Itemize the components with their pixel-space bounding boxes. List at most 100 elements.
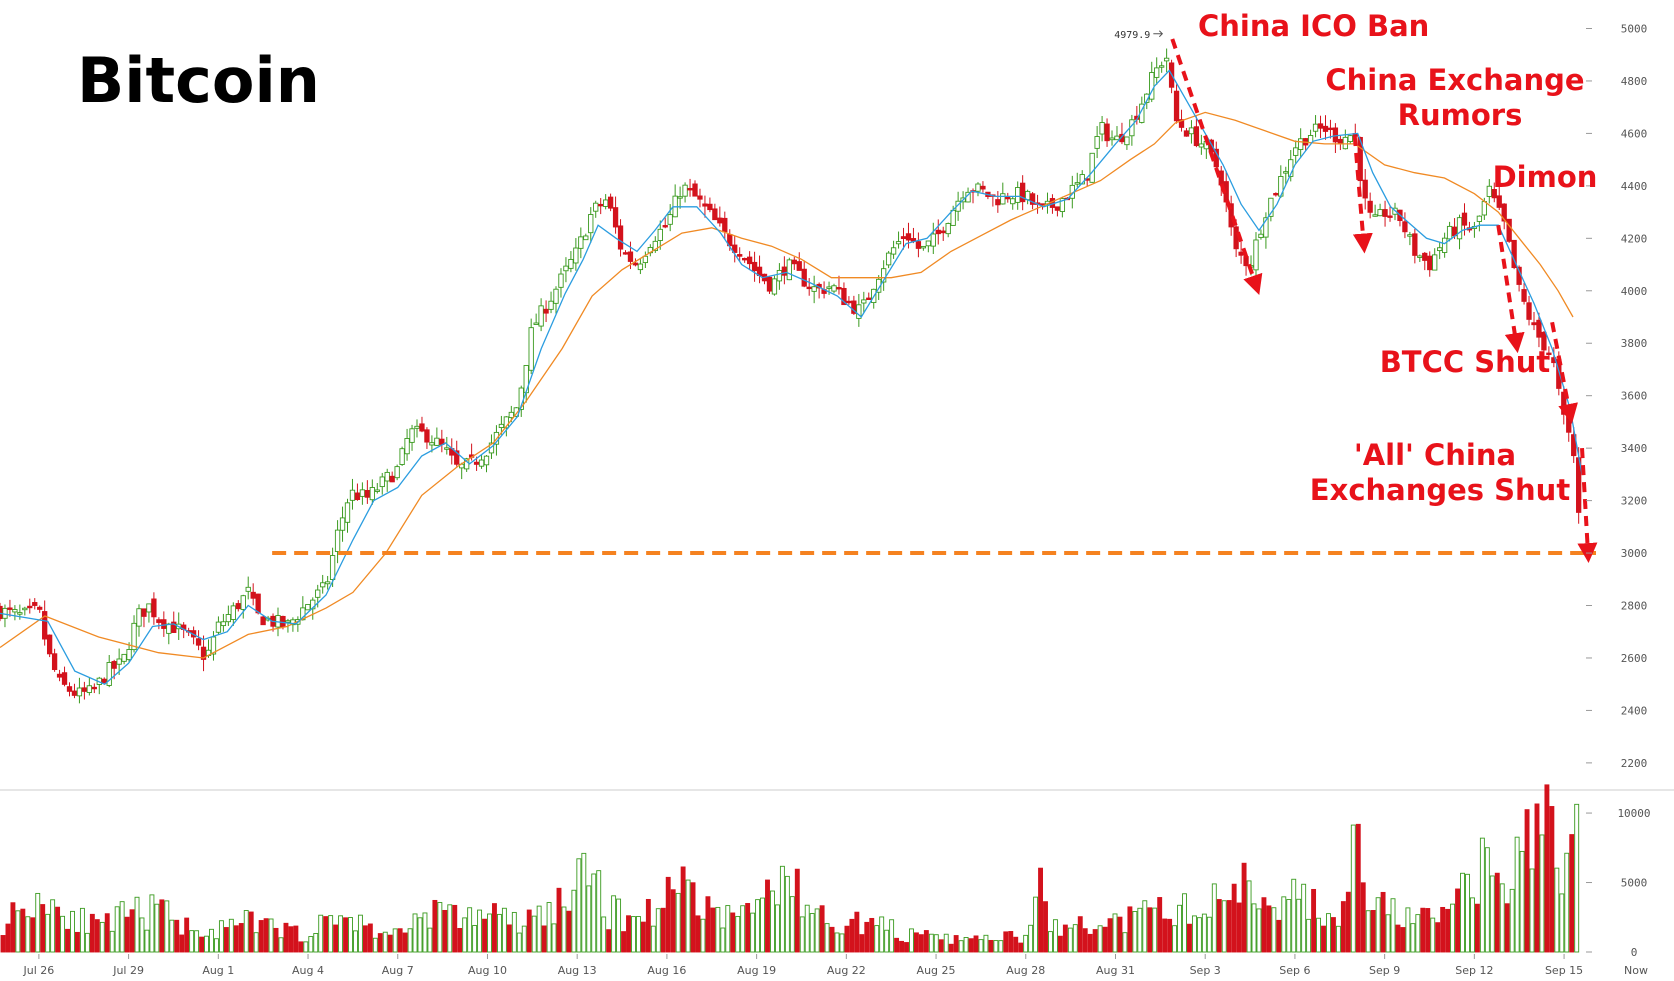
price-candle [1412, 233, 1418, 256]
price-candle [578, 236, 584, 249]
volume-bar [164, 900, 170, 953]
price-candle [116, 658, 122, 665]
price-candle [1298, 138, 1304, 150]
volume-bar [1107, 918, 1113, 953]
volume-bar [357, 914, 363, 953]
price-candle [399, 448, 405, 465]
volume-bar [487, 913, 492, 953]
volume-bar [1182, 893, 1187, 953]
price-candle [697, 195, 703, 200]
price-candle [429, 442, 435, 446]
volume-bar [660, 907, 666, 953]
volume-bar [616, 898, 622, 953]
volume-bar [25, 916, 31, 953]
volume-bar [973, 935, 979, 953]
price-candle [1183, 130, 1190, 137]
volume-bar [680, 866, 686, 953]
volume-bar [770, 890, 775, 953]
volume-bar [750, 912, 756, 953]
volume-bar [1097, 925, 1103, 953]
volume-bar [353, 930, 358, 953]
volume-bar [402, 932, 408, 953]
volume-bar [904, 942, 909, 953]
price-candle [771, 278, 778, 295]
volume-bar [496, 913, 502, 953]
price-candle [394, 466, 400, 479]
volume-bar [690, 882, 696, 953]
price-candle [1099, 122, 1105, 135]
volume-bar [1251, 903, 1257, 953]
price-candle [1094, 136, 1100, 149]
annotation-arrow [1496, 224, 1525, 354]
price-candle [895, 241, 902, 245]
volume-bar [452, 904, 458, 953]
price-tick-label: 3600 [1621, 390, 1648, 403]
volume-tick-label: 10000 [1617, 807, 1650, 820]
x-axis: Jul 26 Jul 29 Aug 1 Aug 4 Aug 7 Aug 10 Aug 13 A… [22, 954, 1648, 977]
price-candle [27, 605, 33, 609]
volume-bar [1420, 907, 1426, 953]
volume-bar [1385, 914, 1391, 953]
volume-bar [715, 906, 721, 953]
price-candle [732, 244, 738, 253]
price-candle [856, 304, 862, 319]
volume-bar [998, 940, 1004, 953]
volume-bar [1529, 868, 1535, 953]
price-candle [742, 257, 748, 261]
volume-bar [303, 941, 309, 953]
volume-bar [1286, 899, 1292, 953]
volume-bar [1469, 897, 1475, 953]
volume-bar [417, 917, 423, 953]
volume-bar [114, 906, 120, 953]
price-tick-label: 4400 [1621, 180, 1648, 193]
peak-label: 4979.9 [1114, 30, 1150, 41]
price-candle [409, 428, 415, 443]
volume-bar [149, 894, 155, 953]
volume-bar [1425, 908, 1431, 953]
price-candle [1377, 209, 1383, 217]
volume-bar [263, 918, 269, 953]
volume-bar [333, 924, 339, 953]
price-candle [841, 287, 847, 306]
price-candle [76, 687, 83, 697]
volume-bar [1276, 919, 1282, 953]
volume-bar [1400, 927, 1406, 953]
volume-bar [864, 921, 870, 953]
volume-bar [35, 892, 41, 953]
volume-bar [1549, 806, 1555, 953]
volume-bar [1191, 915, 1197, 953]
volume-bar [194, 930, 200, 953]
volume-bar [889, 919, 895, 953]
price-candle [329, 555, 336, 580]
volume-bar [65, 928, 70, 953]
volume-bar [536, 905, 542, 953]
x-tick-label: Aug 4 [292, 964, 324, 977]
volume-bar [1122, 932, 1128, 953]
volume-bar [1231, 883, 1237, 953]
volume-bar [1306, 918, 1312, 953]
price-candle [320, 582, 326, 588]
price-candle [305, 604, 311, 611]
x-tick-label: Sep 6 [1279, 964, 1310, 977]
x-tick-label: Aug 7 [382, 964, 414, 977]
volume-bar [154, 903, 160, 953]
volume-bar [422, 912, 428, 953]
price-candle [131, 622, 137, 651]
price-candle [12, 609, 18, 613]
volume-bar [506, 924, 512, 953]
price-tick-label: 3200 [1621, 495, 1648, 508]
volume-bar [1206, 916, 1212, 953]
volume-bar [472, 925, 478, 953]
price-candle [598, 203, 604, 207]
volume-bar [1544, 784, 1550, 953]
volume-bar [1410, 923, 1416, 953]
volume-bar [978, 939, 984, 953]
volume-bar [1440, 906, 1446, 953]
volume-bar [928, 933, 934, 953]
volume-bar [1405, 907, 1411, 953]
price-candle [920, 245, 927, 249]
volume-bar [1043, 901, 1048, 953]
price-candle [434, 437, 440, 446]
volume-bar [695, 915, 701, 953]
price-candle [230, 605, 236, 620]
